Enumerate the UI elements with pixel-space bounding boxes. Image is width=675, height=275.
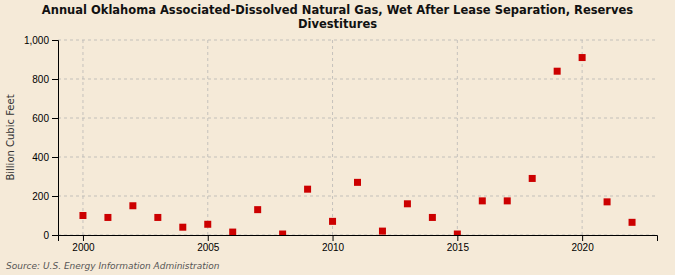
y-tick-mark	[52, 157, 58, 158]
point	[254, 206, 261, 213]
x-axis: 2000 2005 2010 2015 2020	[59, 235, 658, 253]
y-axis: 0 200 400 600 800 1,000	[24, 35, 59, 241]
y-tick: 1,000	[24, 35, 58, 46]
grid	[58, 40, 657, 235]
y-tick: 0	[43, 230, 58, 241]
point	[304, 186, 311, 193]
x-tick-label: 2020	[572, 242, 595, 253]
y-tick-label: 0	[43, 230, 49, 241]
plot: 2000 2005 2010 2015 2020 0 200 400 600 800 1,000	[24, 35, 658, 253]
x-tick: 2010	[322, 235, 345, 253]
x-tick: 2005	[197, 235, 220, 253]
y-tick: 600	[32, 113, 58, 124]
x-tick-label: 2015	[447, 242, 470, 253]
point	[354, 179, 361, 186]
grid-line-x	[582, 40, 583, 235]
point	[329, 218, 336, 225]
y-tick-label: 600	[32, 113, 49, 124]
x-tick-mark	[83, 235, 84, 241]
y-axis-line	[52, 41, 59, 236]
y-tick-mark	[52, 79, 58, 80]
point	[154, 214, 161, 221]
x-tick-label: 2000	[72, 242, 95, 253]
point	[504, 197, 511, 204]
x-tick: 2015	[447, 235, 470, 253]
point	[129, 202, 136, 209]
y-tick-label: 1,000	[24, 35, 49, 46]
y-tick-mark	[52, 118, 58, 119]
point	[629, 219, 636, 226]
points	[79, 54, 635, 235]
x-tick-mark	[208, 235, 209, 241]
point	[179, 224, 186, 231]
point	[604, 198, 611, 205]
y-tick-mark	[52, 196, 58, 197]
x-tick-mark	[457, 235, 458, 241]
y-tick-mark	[52, 235, 58, 236]
point	[204, 221, 211, 228]
x-tick-label: 2010	[322, 242, 345, 253]
grid-line-y	[58, 157, 657, 158]
x-axis-line	[59, 236, 658, 242]
x-tick: 2020	[572, 235, 595, 253]
point	[279, 231, 286, 235]
grid-line-y	[58, 40, 657, 41]
grid-line-x	[332, 40, 333, 235]
x-tick-mark	[333, 235, 334, 241]
point	[454, 231, 461, 235]
point	[554, 68, 561, 75]
y-tick-label: 400	[32, 152, 49, 163]
grid-line-y	[58, 118, 657, 119]
point	[429, 214, 436, 221]
grid-line-x	[207, 40, 208, 235]
point	[79, 212, 86, 219]
grid-line-x	[82, 40, 83, 235]
y-tick: 400	[32, 152, 58, 163]
title: Annual Oklahoma Associated-Dissolved Nat…	[42, 3, 634, 31]
point	[404, 200, 411, 207]
annotation: Source: U.S. Energy Information Administ…	[6, 261, 220, 271]
y-tick: 800	[32, 74, 58, 85]
point	[479, 197, 486, 204]
y-tick-label: 800	[32, 74, 49, 85]
grid-line-y	[58, 79, 657, 80]
x-tick-mark	[582, 235, 583, 241]
y-axis-title: Billion Cubic Feet	[5, 94, 16, 180]
y-tick-mark	[52, 40, 58, 41]
point	[229, 229, 236, 235]
x-tick-label: 2005	[197, 242, 220, 253]
point	[104, 214, 111, 221]
y-tick-label: 200	[32, 191, 49, 202]
y-tick: 200	[32, 191, 58, 202]
point	[579, 54, 586, 61]
point	[529, 175, 536, 182]
point	[379, 228, 386, 235]
chart: 2000 2005 2010 2015 2020 0 200 400 600 800 1,000 An…	[0, 0, 675, 275]
grid-line-x	[457, 40, 458, 235]
grid-line-y	[58, 196, 657, 197]
x-tick: 2000	[72, 235, 95, 253]
